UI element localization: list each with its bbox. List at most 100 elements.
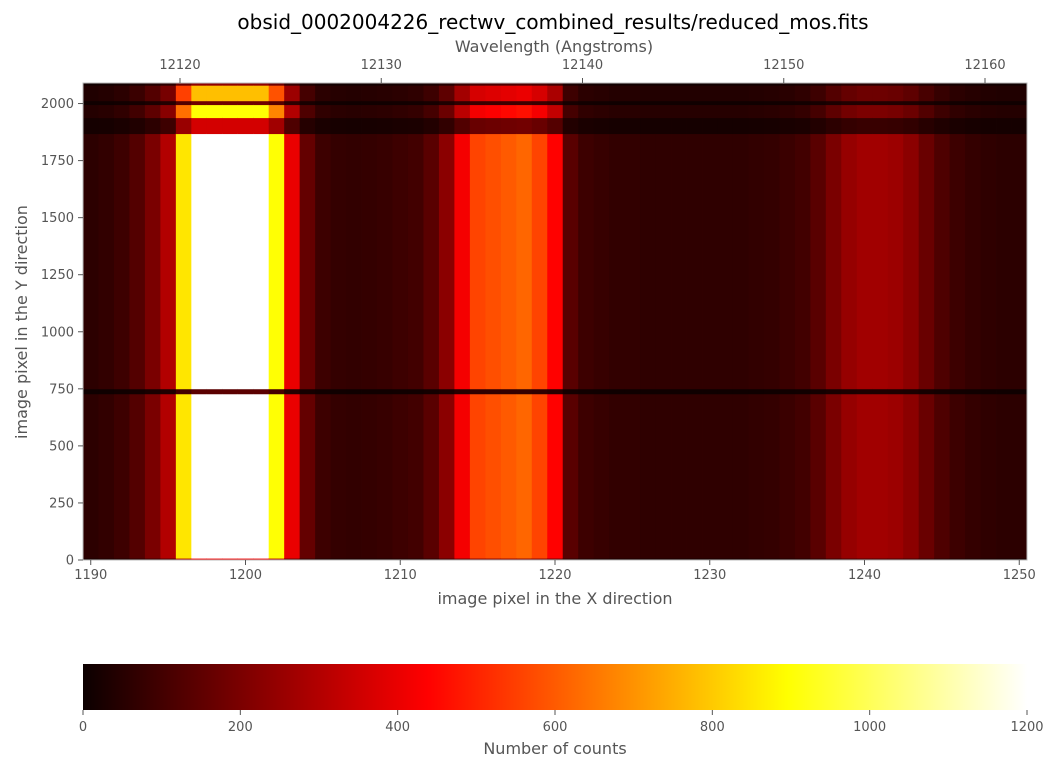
heatmap-cell xyxy=(485,133,502,390)
heatmap-cell xyxy=(702,83,718,86)
heatmap-cell xyxy=(454,388,471,395)
heatmap-cell xyxy=(160,133,177,390)
heatmap-cell xyxy=(825,117,842,135)
heatmap-cell xyxy=(996,133,1012,390)
heatmap-cell xyxy=(779,393,796,559)
heatmap-cell xyxy=(732,133,749,390)
heatmap-cell xyxy=(531,133,548,390)
heatmap-cell xyxy=(965,558,981,560)
y-tick-label: 500 xyxy=(49,439,74,454)
heatmap-cell xyxy=(361,100,378,106)
heatmap-cell xyxy=(346,104,362,119)
heatmap-cell xyxy=(253,133,270,390)
heatmap-cell xyxy=(346,388,362,395)
heatmap-cell xyxy=(624,85,641,102)
heatmap-cell xyxy=(655,100,672,106)
heatmap-cell xyxy=(237,388,254,395)
heatmap-cell xyxy=(562,117,579,135)
heatmap-cell xyxy=(918,104,935,119)
heatmap-cell xyxy=(160,558,177,560)
heatmap-cell xyxy=(578,393,595,559)
heatmap-cell xyxy=(144,117,161,135)
heatmap-cell xyxy=(500,85,517,102)
heatmap-cell xyxy=(686,85,703,102)
heatmap-cell xyxy=(732,85,749,102)
heatmap-cell xyxy=(469,100,486,106)
heatmap-cell xyxy=(825,558,842,560)
heatmap-cell xyxy=(655,558,672,560)
heatmap-cell xyxy=(113,393,130,559)
heatmap-cell xyxy=(438,83,455,86)
heatmap-cell xyxy=(438,117,455,135)
heatmap-cell xyxy=(841,100,858,106)
chart-title: obsid_0002004226_rectwv_combined_results… xyxy=(237,10,868,34)
heatmap-cell xyxy=(779,85,796,102)
heatmap-cell xyxy=(732,388,749,395)
heatmap-cell xyxy=(732,117,749,135)
heatmap-cell xyxy=(407,117,424,135)
heatmap-cell xyxy=(438,85,455,102)
heatmap-cell xyxy=(83,393,99,559)
heatmap-cell xyxy=(794,388,811,395)
heatmap-cell xyxy=(841,558,858,560)
heatmap-plot-area xyxy=(82,82,1028,561)
heatmap-cell xyxy=(268,558,285,560)
heatmap-cell xyxy=(407,85,424,102)
heatmap-cell xyxy=(748,393,765,559)
heatmap-cell xyxy=(144,85,161,102)
heatmap-cell xyxy=(315,117,332,135)
heatmap-cell xyxy=(222,558,239,560)
heatmap-cell xyxy=(500,393,517,559)
heatmap-cell xyxy=(578,100,595,106)
heatmap-cell xyxy=(996,558,1012,560)
heatmap-cell xyxy=(562,388,579,395)
heatmap-cell xyxy=(748,100,765,106)
heatmap-cell xyxy=(268,100,285,106)
heatmap-cell xyxy=(237,133,254,390)
heatmap-cell xyxy=(763,104,780,119)
heatmap-cell xyxy=(547,558,564,560)
heatmap-cell xyxy=(748,83,765,86)
heatmap-cell xyxy=(810,133,827,390)
heatmap-cell xyxy=(407,104,424,119)
heatmap-cell xyxy=(315,133,332,390)
heatmap-cell xyxy=(934,85,951,102)
heatmap-cell xyxy=(547,85,564,102)
heatmap-cell xyxy=(485,85,502,102)
heatmap-cell xyxy=(160,85,177,102)
heatmap-cell xyxy=(794,133,811,390)
heatmap-cell xyxy=(578,133,595,390)
heatmap-cell xyxy=(392,83,409,86)
heatmap-cell xyxy=(129,104,146,119)
heatmap-cell xyxy=(996,85,1012,102)
heatmap-cell xyxy=(686,117,703,135)
heatmap-cell xyxy=(299,100,316,106)
heatmap-cell xyxy=(732,393,749,559)
heatmap-cell xyxy=(268,388,285,395)
heatmap-cell xyxy=(98,388,115,395)
colorbar-tick-label: 600 xyxy=(543,720,568,735)
wavelength-tick-label: 12150 xyxy=(763,58,804,73)
heatmap-cell xyxy=(996,393,1012,559)
heatmap-cell xyxy=(222,393,239,559)
heatmap-cell xyxy=(206,100,223,106)
heatmap-cell xyxy=(144,83,161,86)
heatmap-cell xyxy=(98,393,115,559)
heatmap-cell xyxy=(872,104,889,119)
heatmap-cell xyxy=(206,85,223,102)
heatmap-cell xyxy=(593,388,610,395)
heatmap-cell xyxy=(856,117,873,135)
heatmap-cell xyxy=(903,83,920,86)
heatmap-cell xyxy=(392,393,409,559)
heatmap-cell xyxy=(671,558,687,560)
heatmap-cell xyxy=(454,117,471,135)
heatmap-cell xyxy=(175,388,192,395)
heatmap-cell xyxy=(810,558,827,560)
heatmap-cell xyxy=(253,100,270,106)
heatmap-cell xyxy=(361,558,378,560)
heatmap-cell xyxy=(686,133,703,390)
heatmap-cell xyxy=(717,100,734,106)
heatmap-cell xyxy=(794,100,811,106)
heatmap-cell xyxy=(717,558,734,560)
heatmap-cell xyxy=(423,104,440,119)
